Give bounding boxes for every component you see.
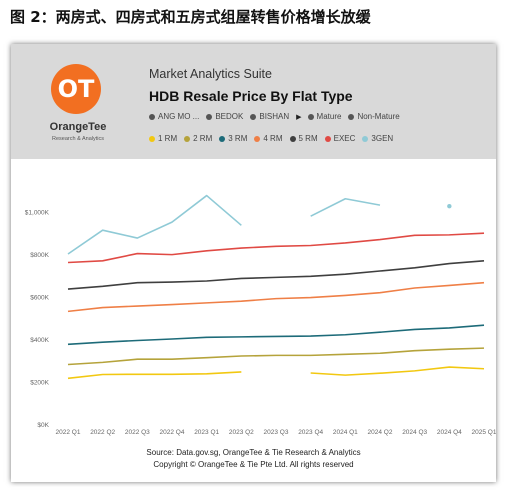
series-line-exec [67, 232, 485, 264]
legend-label: EXEC [333, 134, 356, 143]
filter-dot [206, 113, 213, 120]
x-tick-label: 2023 Q3 [264, 429, 289, 436]
x-tick-label: 2022 Q2 [90, 429, 115, 436]
legend-item-exec[interactable]: EXEC [324, 134, 356, 143]
filter-item-mature[interactable]: Mature [307, 112, 342, 121]
y-tick-label: $200K [30, 380, 49, 387]
dashboard-header: OT OrangeTee Research & Analytics Market… [11, 44, 496, 159]
logo-mark: OT [57, 75, 95, 103]
legend-dot [324, 135, 331, 142]
legend-item-4rm[interactable]: 4 RM [254, 134, 283, 143]
filter-item-bedok[interactable]: BEDOK [206, 112, 243, 121]
y-tick-label: $400K [30, 337, 49, 344]
legend-item-3rm[interactable]: 3 RM [219, 134, 247, 143]
filter-label: BISHAN [259, 112, 290, 121]
series-line-3gen [67, 194, 242, 255]
series-line-5-rm [67, 260, 485, 290]
filter-label: ANG MO ... [158, 112, 200, 121]
legend-dot [289, 135, 296, 142]
y-tick-label: $600K [30, 295, 49, 302]
filter-label: Non-Mature [357, 112, 400, 121]
chart-title: HDB Resale Price By Flat Type [149, 88, 353, 104]
x-tick-label: 2024 Q2 [368, 429, 393, 436]
legend-label: 3 RM [228, 134, 248, 143]
x-tick-label: 2023 Q2 [229, 429, 254, 436]
x-tick-label: 2022 Q4 [160, 429, 185, 436]
legend-item-2rm[interactable]: 2 RM [184, 134, 212, 143]
x-tick-label: 2023 Q4 [298, 429, 323, 436]
y-tick-label: $800K [30, 252, 49, 259]
series-line-3gen [310, 197, 381, 217]
filter-dot [250, 113, 257, 120]
suite-name: Market Analytics Suite [149, 67, 272, 81]
legend-next-arrow-icon[interactable]: ▶ [296, 114, 302, 121]
filter-dot [348, 113, 355, 120]
copyright-line: Copyright © OrangeTee & Tie Pte Ltd. All… [153, 460, 354, 469]
x-tick-label: 2024 Q3 [402, 429, 427, 436]
page-title: 图 2：两房式、四房式和五房式组屋转售价格增长放缓 [10, 8, 371, 26]
series-line-4-rm [67, 281, 485, 313]
legend-label: 2 RM [193, 134, 213, 143]
x-tick-label: 2024 Q1 [333, 429, 358, 436]
filter-item-ang-mo[interactable]: ANG MO ... [149, 112, 199, 121]
x-tick-label: 2025 Q1 [472, 429, 496, 436]
source-line: Source: Data.gov.sg, OrangeTee & Tie Res… [146, 448, 361, 457]
legend-label: 5 RM [298, 134, 318, 143]
filter-item-bishan[interactable]: BISHAN [250, 112, 289, 121]
series-line-1-rm [67, 371, 242, 380]
series-point-3gen [447, 203, 452, 209]
x-tick-label: 2022 Q1 [56, 429, 81, 436]
x-tick-label: 2023 Q1 [194, 429, 219, 436]
series-line-2-rm [67, 347, 485, 366]
filter-dot [307, 113, 314, 120]
filter-dot [149, 113, 155, 120]
legend-dot [254, 135, 261, 142]
legend-dot [362, 135, 369, 142]
y-tick-label: $0K [37, 422, 49, 429]
filter-legend-row: ANG MO ... BEDOK BISHAN ▶ Mature Non-Mature [149, 112, 407, 126]
legend-dot [184, 135, 191, 142]
orangetee-logo: OT [51, 64, 101, 114]
logo-subtitle: Research & Analytics [52, 136, 104, 142]
legend-item-5rm[interactable]: 5 RM [289, 134, 318, 143]
logo-name: OrangeTee [49, 121, 107, 133]
series-line-3-rm [67, 324, 485, 346]
series-line-1-rm [310, 366, 485, 376]
x-tick-label: 2022 Q3 [125, 429, 150, 436]
legend-dot [219, 135, 226, 142]
legend-item-3gen[interactable]: 3GEN [362, 134, 393, 143]
filter-label: BEDOK [215, 112, 244, 121]
filter-label: Mature [316, 112, 342, 121]
legend-label: 1 RM [158, 134, 178, 143]
legend-dot [149, 135, 155, 142]
filter-item-non-mature[interactable]: Non-Mature [348, 112, 400, 121]
legend-item-1rm[interactable]: 1 RM [149, 134, 177, 143]
line-chart: $0K $200K $400K $600K $800K $1,000K 2022 Q1 202… [25, 194, 496, 436]
legend-label: 3GEN [371, 134, 394, 143]
y-tick-label: $1,000K [25, 210, 50, 217]
x-tick-label: 2024 Q4 [437, 429, 462, 436]
series-legend-row: 1 RM 2 RM 3 RM 4 RM 5 RM EXEC 3GEN [149, 134, 400, 148]
dashboard-card: OT OrangeTee Research & Analytics Market… [11, 44, 496, 482]
legend-label: 4 RM [263, 134, 283, 143]
